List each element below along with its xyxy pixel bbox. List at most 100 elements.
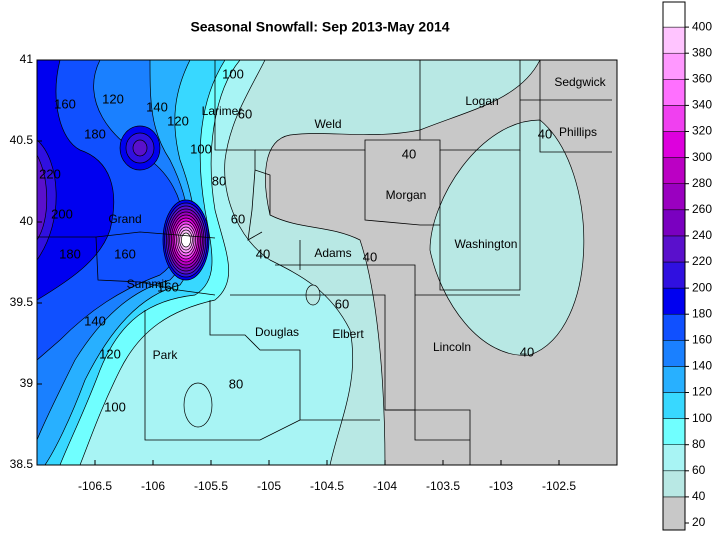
contour-label: 100 [190, 141, 212, 156]
county-label: Douglas [255, 325, 299, 339]
colorbar-tick-label: 360 [692, 71, 712, 85]
colorbar-band [662, 26, 686, 54]
colorbar-tick-label: 400 [692, 19, 712, 33]
region [37, 60, 115, 301]
contour-label: 140 [146, 99, 168, 114]
county-label: Adams [314, 246, 351, 260]
contour-label: 40 [402, 146, 416, 161]
colorbar-tick-label: 20 [692, 515, 706, 529]
colorbar-band [662, 157, 686, 184]
county-label: Washington [455, 237, 518, 251]
colorbar-tick-label: 340 [692, 98, 712, 112]
colorbar-band [662, 496, 686, 531]
colorbar-tick-label: 80 [692, 437, 706, 451]
contour-label: 140 [84, 313, 106, 328]
colorbar-tick-label: 160 [692, 332, 712, 346]
contour-label: 180 [84, 126, 106, 141]
county-label: Sedgwick [554, 75, 606, 89]
y-tick-label: 40 [20, 214, 34, 228]
x-tick-label: -103 [489, 479, 513, 493]
contour-label: 100 [222, 66, 244, 81]
colorbar-band [662, 287, 686, 315]
colorbar-tick-label: 300 [692, 150, 712, 164]
colorbar-band [662, 444, 686, 472]
county-label: Park [153, 348, 179, 362]
y-tick-label: 38.5 [10, 457, 34, 471]
colorbar-frame [662, 1, 686, 531]
colorbar-tick-label: 320 [692, 124, 712, 138]
colorbar-band [662, 52, 686, 80]
colorbar-band [662, 313, 686, 341]
colorbar-band [662, 261, 686, 289]
colorbar-band [662, 1, 686, 28]
x-tick-label: -102.5 [542, 479, 576, 493]
contour-label: 160 [157, 279, 179, 294]
colorbar-band [662, 392, 686, 419]
region [37, 154, 48, 241]
contour-label: 200 [51, 206, 73, 221]
colorbar-tick-label: 260 [692, 202, 712, 216]
x-tick-label: -106.5 [78, 479, 112, 493]
colorbar-tick-label: 60 [692, 463, 706, 477]
county-label: Phillips [559, 125, 597, 139]
x-tick-label: -105.5 [194, 479, 228, 493]
colorbar-band [662, 209, 686, 237]
contour-label: 60 [238, 106, 252, 121]
contour-label: 40 [538, 126, 552, 141]
contour-label: 120 [167, 113, 189, 128]
contour-label: 80 [212, 173, 226, 188]
contour-label: 180 [59, 246, 81, 261]
colorbar-tick-label: 200 [692, 280, 712, 294]
region [183, 382, 213, 428]
colorbar-tick-label: 280 [692, 176, 712, 190]
colorbar-band [662, 418, 686, 445]
x-tick-label: -103.5 [426, 479, 460, 493]
colorbar-tick-label: 240 [692, 228, 712, 242]
colorbar-tick-label: 380 [692, 45, 712, 59]
colorbar-band [662, 235, 686, 263]
colorbar-band [662, 366, 686, 393]
county-label: Logan [465, 94, 498, 108]
contour-label: 160 [54, 96, 76, 111]
contour-label: 120 [102, 91, 124, 106]
colorbar-band [662, 105, 686, 132]
county-label: Summit [127, 277, 168, 291]
colorbar-band [662, 79, 686, 106]
contour-label: 60 [231, 211, 245, 226]
colorbar-tick-label: 180 [692, 306, 712, 320]
contour-label: 60 [335, 296, 349, 311]
county-lines [37, 60, 612, 465]
colorbar-tick-label: 100 [692, 411, 712, 425]
colorbar-tick-label: 220 [692, 254, 712, 268]
y-tick-label: 39 [20, 376, 34, 390]
county-label: Larimer [202, 104, 243, 118]
colorbar-tick-label: 40 [692, 489, 706, 503]
colorbar-band [662, 470, 686, 498]
y-tick-label: 41 [20, 52, 34, 66]
county-label: Morgan [386, 188, 427, 202]
map-title: Seasonal Snowfall: Sep 2013-May 2014 [190, 19, 449, 35]
region [180, 232, 192, 248]
county-label: Weld [314, 117, 341, 131]
contour-label: 40 [256, 246, 270, 261]
contour-label: 40 [520, 344, 534, 359]
region [132, 139, 148, 157]
county-label: Elbert [332, 327, 364, 341]
colorbar-band [662, 131, 686, 158]
contour-label: 220 [39, 166, 61, 181]
region [429, 119, 585, 356]
contour-label: 100 [104, 399, 126, 414]
x-tick-label: -104 [373, 479, 397, 493]
x-tick-label: -104.5 [310, 479, 344, 493]
x-tick-label: -106 [141, 479, 165, 493]
contour-label: 160 [114, 246, 136, 261]
colorbar-band [662, 340, 686, 367]
x-tick-label: -105 [257, 479, 281, 493]
colorbar-tick-label: 140 [692, 359, 712, 373]
colorbar-tick-label: 120 [692, 385, 712, 399]
contour-label: 80 [229, 376, 243, 391]
county-label: Lincoln [433, 340, 471, 354]
y-tick-label: 39.5 [10, 295, 34, 309]
contour-label: 40 [363, 249, 377, 264]
